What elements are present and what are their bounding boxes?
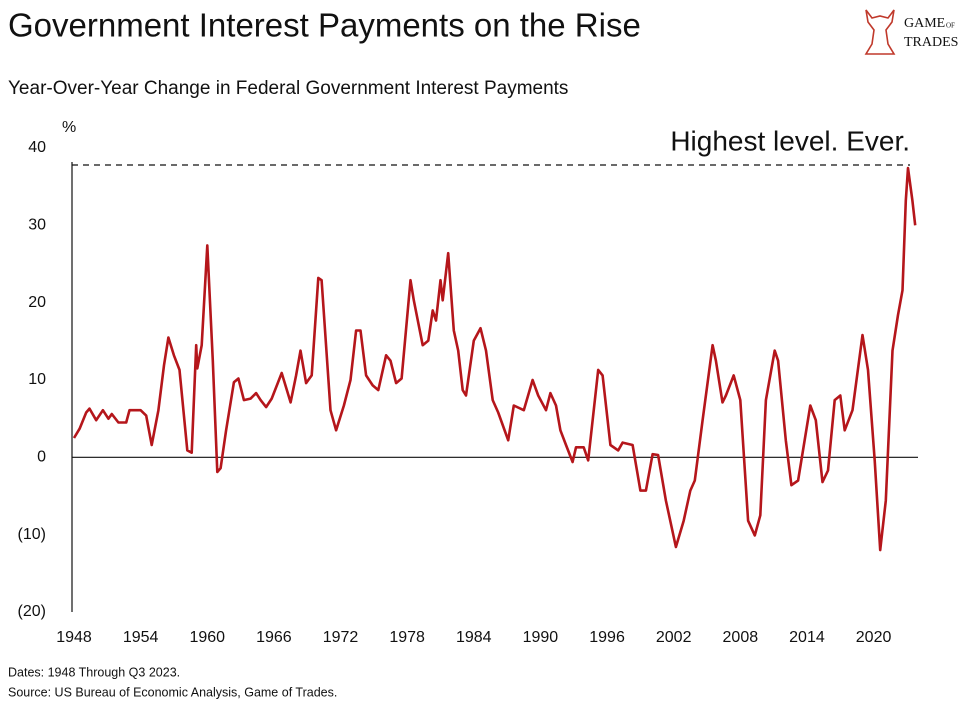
x-tick-label: 1972	[323, 629, 359, 646]
y-tick-label: 40	[28, 139, 46, 156]
data-line	[72, 166, 917, 552]
y-tick-label: 10	[28, 371, 46, 388]
y-tick-label: 20	[28, 294, 46, 311]
y-tick-label: 0	[37, 449, 46, 466]
note: Dates: 1948 Through Q3 2023.	[8, 665, 180, 679]
x-tick-label: 1978	[389, 629, 425, 646]
logo-text: OF	[946, 22, 955, 30]
y-tick-label: (20)	[18, 603, 46, 620]
x-tick-label: 1984	[456, 629, 492, 646]
annotation: Highest level. Ever.	[670, 125, 910, 156]
x-tick-label: 1996	[589, 629, 625, 646]
x-tick-label: 2020	[856, 629, 892, 646]
x-tick-label: 1990	[523, 629, 559, 646]
chart-subtitle: Year-Over-Year Change in Federal Governm…	[8, 78, 568, 99]
logo-icon	[864, 9, 896, 55]
x-tick-label: 2008	[723, 629, 759, 646]
y-tick-label: (10)	[18, 526, 46, 543]
y-tick-label: 30	[28, 217, 46, 234]
x-tick-label: 1960	[189, 629, 225, 646]
logo-text: GAME	[904, 16, 945, 31]
logo: GAME OF TRADES	[864, 9, 958, 55]
note: Source: US Bureau of Economic Analysis, …	[8, 685, 337, 699]
x-tick-label: 1966	[256, 629, 292, 646]
chart-title: Government Interest Payments on the Rise	[8, 7, 641, 44]
logo-text: TRADES	[904, 35, 958, 50]
x-tick-label: 2014	[789, 629, 825, 646]
x-tick-label: 2002	[656, 629, 692, 646]
y-unit: %	[62, 119, 76, 136]
x-tick-label: 1948	[56, 629, 92, 646]
x-tick-label: 1954	[123, 629, 159, 646]
